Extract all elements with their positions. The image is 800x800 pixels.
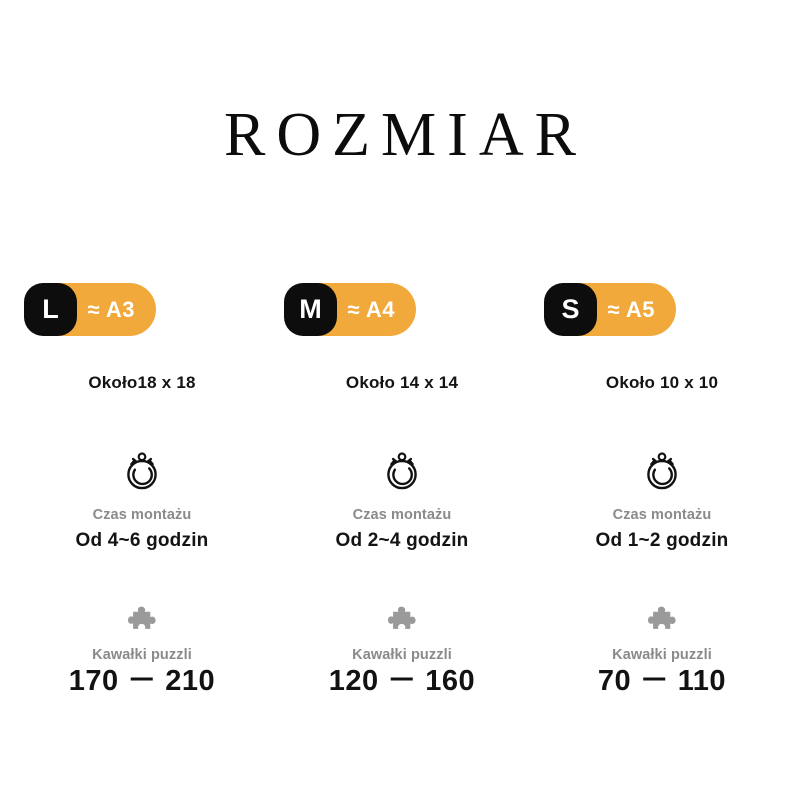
size-badge: ≈ A3 L	[24, 283, 156, 336]
puzzle-pieces-value: 70 － 110	[597, 665, 727, 697]
badge-wrapper: ≈ A4 M	[272, 283, 532, 336]
stopwatch-icon	[641, 448, 683, 499]
puzzle-pieces-block: Kawałki puzzli 120 － 160	[329, 602, 475, 697]
badge-wrapper: ≈ A3 L	[12, 283, 272, 336]
badge-chip: S	[544, 283, 597, 336]
size-badge: ≈ A5 S	[544, 283, 676, 336]
badge-equivalent-label: ≈ A5	[607, 296, 655, 322]
size-column-l: ≈ A3 L Około18 x 18	[12, 283, 272, 696]
assembly-time-block: Czas montażu Od 2~4 godzin	[336, 448, 469, 550]
size-column-s: ≈ A5 S Około 10 x 10	[532, 283, 792, 696]
assembly-time-block: Czas montażu Od 1~2 godzin	[596, 448, 729, 550]
size-dimensions-label: Około 10 x 10	[605, 373, 719, 392]
badge-equivalent-label: ≈ A3	[87, 296, 135, 322]
puzzle-pieces-caption: Kawałki puzzli	[352, 646, 452, 663]
badge-chip: L	[24, 283, 77, 336]
assembly-time-value: Od 2~4 godzin	[335, 529, 469, 551]
badge-chip: M	[284, 283, 337, 336]
assembly-time-caption: Czas montażu	[352, 507, 452, 523]
assembly-time-caption: Czas montażu	[92, 507, 192, 523]
badge-letter-label: M	[299, 294, 322, 324]
puzzle-pieces-value: 170 － 210	[68, 665, 216, 697]
size-column-m: ≈ A4 M Około 14 x 14	[272, 283, 532, 696]
badge-letter-label: L	[42, 294, 59, 324]
page-title: ROZMIAR	[224, 101, 587, 169]
assembly-time-value: Od 1~2 godzin	[595, 529, 729, 551]
badge-equivalent-label: ≈ A4	[347, 296, 395, 322]
puzzle-pieces-block: Kawałki puzzli 70 － 110	[598, 602, 726, 697]
size-dimensions-label: Około18 x 18	[88, 373, 196, 392]
stopwatch-icon	[381, 448, 423, 499]
puzzle-piece-icon	[645, 602, 679, 639]
size-columns: ≈ A3 L Około18 x 18	[0, 283, 800, 696]
assembly-time-value: Od 4~6 godzin	[75, 529, 209, 551]
puzzle-pieces-caption: Kawałki puzzli	[612, 646, 712, 663]
puzzle-pieces-value: 120 － 160	[328, 665, 476, 697]
puzzle-piece-icon	[385, 602, 419, 639]
puzzle-piece-icon	[125, 602, 159, 639]
puzzle-pieces-block: Kawałki puzzli 170 － 210	[69, 602, 215, 697]
assembly-time-caption: Czas montażu	[612, 507, 712, 523]
puzzle-pieces-caption: Kawałki puzzli	[92, 646, 192, 663]
size-badge: ≈ A4 M	[284, 283, 416, 336]
badge-letter-label: S	[561, 294, 580, 324]
size-dimensions-label: Około 14 x 14	[345, 373, 459, 392]
stopwatch-icon	[121, 448, 163, 499]
badge-wrapper: ≈ A5 S	[532, 283, 792, 336]
assembly-time-block: Czas montażu Od 4~6 godzin	[76, 448, 209, 550]
